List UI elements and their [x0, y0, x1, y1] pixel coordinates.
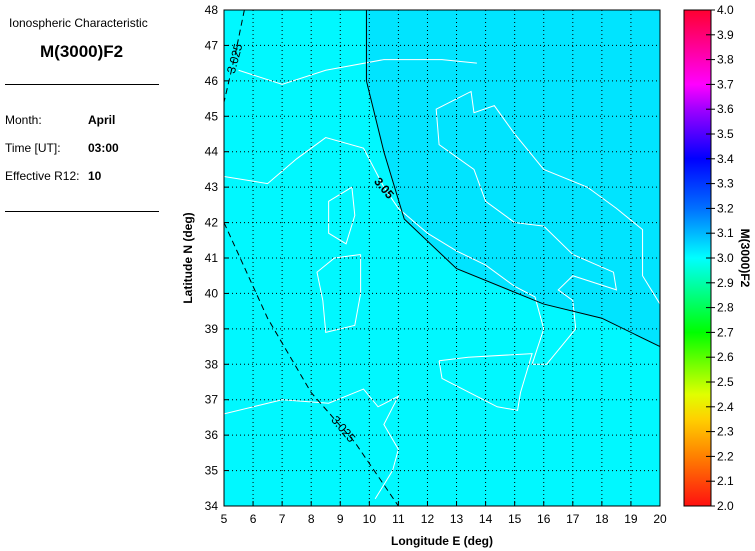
colorbar-tick-label: 3.3 [717, 177, 734, 191]
divider [5, 84, 159, 85]
r12-label: Effective R12: [5, 169, 80, 183]
colorbar-tick-label: 3.5 [717, 127, 734, 141]
month-label: Month: [5, 113, 42, 127]
x-tick-label: 17 [566, 512, 580, 526]
colorbar-tick-label: 2.4 [717, 400, 734, 414]
y-tick-label: 39 [205, 322, 219, 336]
time-label: Time [UT]: [5, 141, 61, 155]
x-tick-label: 16 [537, 512, 551, 526]
characteristic-title: M(3000)F2 [40, 42, 124, 61]
colorbar-tick-label: 3.1 [717, 226, 734, 240]
x-tick-label: 5 [221, 512, 228, 526]
x-tick-label: 8 [308, 512, 315, 526]
y-tick-label: 44 [205, 145, 219, 159]
colorbar-tick-label: 2.1 [717, 474, 734, 488]
colorbar-tick-label: 3.7 [717, 77, 734, 91]
x-tick-label: 6 [250, 512, 257, 526]
y-tick-label: 47 [205, 38, 219, 52]
x-tick-label: 7 [279, 512, 286, 526]
colorbar-tick-label: 2.0 [717, 499, 734, 513]
colorbar-tick-label: 3.9 [717, 28, 734, 42]
coastline [223, 90, 661, 365]
time-value: 03:00 [88, 141, 119, 155]
contour-line [365, 10, 661, 348]
y-tick-label: 45 [205, 109, 219, 123]
colorbar-tick-label: 2.7 [717, 325, 734, 339]
colorbar-tick-label: 2.2 [717, 449, 734, 463]
divider [5, 211, 159, 212]
y-tick-label: 38 [205, 357, 219, 371]
coastline [438, 353, 533, 411]
coastline [316, 253, 362, 334]
x-tick-label: 9 [337, 512, 344, 526]
colorbar-tick-label: 2.8 [717, 301, 734, 315]
y-tick-label: 40 [205, 286, 219, 300]
coastline [238, 59, 477, 85]
y-tick-label: 36 [205, 428, 219, 442]
y-tick-label: 43 [205, 180, 219, 194]
colorbar-tick-label: 3.4 [717, 152, 734, 166]
colorbar-tick-label: 3.2 [717, 201, 734, 215]
x-tick-label: 14 [479, 512, 493, 526]
field-high-region [366, 10, 660, 347]
x-axis-label: Longitude E (deg) [391, 534, 493, 548]
contour-line [223, 9, 245, 103]
y-axis-label: Latitude N (deg) [181, 212, 195, 303]
colorbar-tick-label: 2.3 [717, 425, 734, 439]
y-tick-label: 41 [205, 251, 219, 265]
y-tick-label: 35 [205, 464, 219, 478]
y-tick-label: 48 [205, 3, 219, 17]
coastline [328, 186, 356, 245]
colorbar-tick-label: 2.5 [717, 375, 734, 389]
x-tick-label: 13 [450, 512, 464, 526]
colorbar-tick-label: 2.6 [717, 350, 734, 364]
r12-value: 10 [88, 169, 102, 183]
coastline [223, 388, 400, 500]
colorbar-label: M(3000)F2 [738, 229, 752, 288]
x-tick-label: 11 [392, 512, 405, 526]
x-tick-label: 19 [624, 512, 638, 526]
colorbar-tick-label: 4.0 [717, 3, 734, 17]
colorbar-tick-label: 2.9 [717, 276, 734, 290]
colorbar-tick-label: 3.6 [717, 102, 734, 116]
x-tick-label: 20 [653, 512, 667, 526]
panel-heading: Ionospheric Characteristic [9, 16, 148, 30]
x-tick-label: 12 [421, 512, 435, 526]
y-tick-label: 42 [205, 216, 219, 230]
y-tick-label: 34 [205, 499, 219, 513]
contour-line [223, 222, 399, 507]
y-tick-label: 46 [205, 74, 219, 88]
month-value: April [88, 113, 116, 127]
x-tick-label: 10 [363, 512, 377, 526]
x-tick-label: 18 [595, 512, 609, 526]
x-tick-label: 15 [508, 512, 522, 526]
colorbar-tick-label: 3.0 [717, 251, 734, 265]
colorbar-tick-label: 3.8 [717, 53, 734, 67]
y-tick-label: 37 [205, 393, 219, 407]
